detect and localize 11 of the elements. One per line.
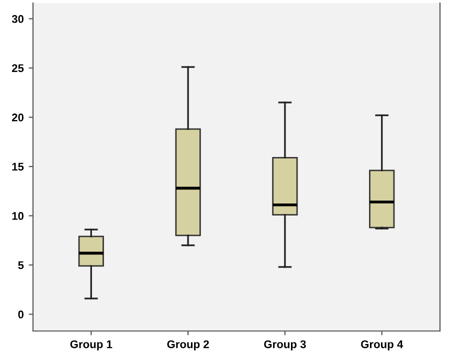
y-tick-label: 15	[12, 162, 24, 171]
x-tick-label: Group 4	[361, 340, 404, 350]
x-tick-label: Group 3	[264, 340, 306, 350]
x-tick-label: Group 2	[167, 340, 209, 350]
x-tick-label: Group 1	[70, 340, 112, 350]
y-tick-label: 10	[12, 212, 24, 220]
y-tick-label: 25	[12, 64, 24, 72]
y-tick-label: 30	[12, 15, 24, 23]
y-tick-label: 0	[18, 310, 24, 318]
y-tick-label: 5	[18, 261, 24, 270]
y-tick-label: 20	[12, 114, 24, 122]
